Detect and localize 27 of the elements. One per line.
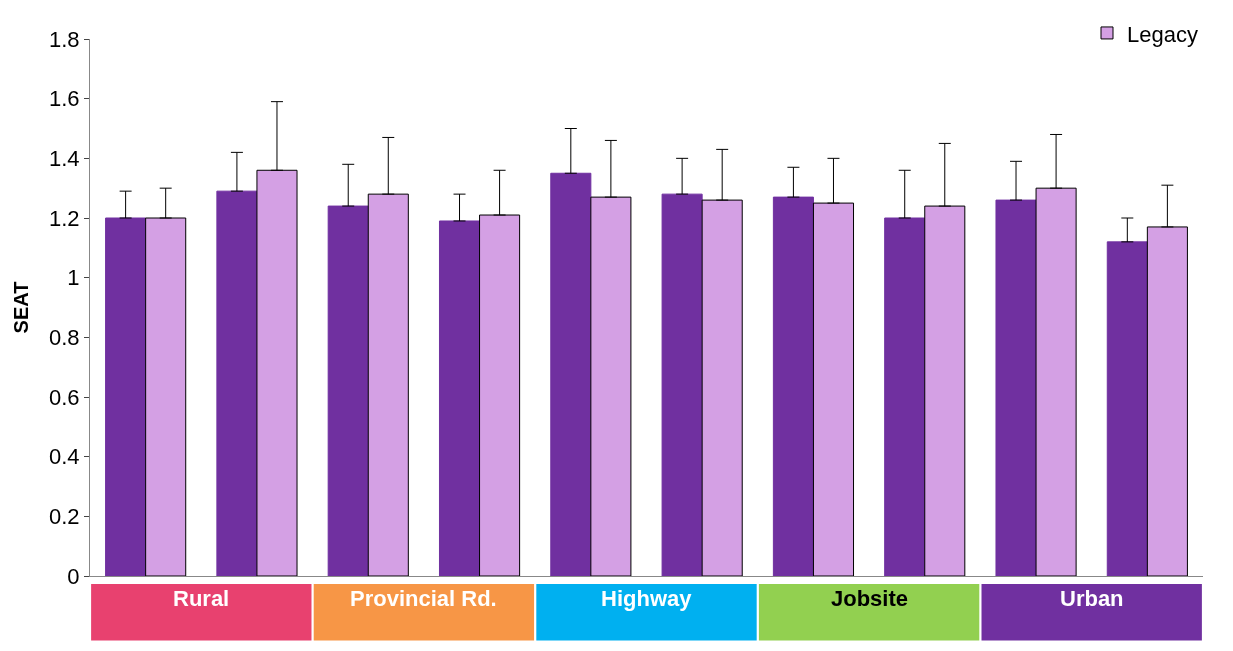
y-tick-label: 0.4 (49, 444, 80, 470)
text: Urban (1060, 586, 1124, 611)
text: Jobsite (831, 586, 909, 611)
y-tick-label: 1 (67, 265, 80, 291)
bar (661, 193, 703, 576)
bar (327, 205, 369, 576)
y-tick-label: 1.4 (49, 146, 80, 172)
bar (105, 217, 147, 576)
legend-label: Legacy (1127, 21, 1198, 47)
y-tick-label: 0 (67, 563, 80, 589)
y-tick-label: 1.6 (49, 86, 80, 112)
bar (438, 220, 481, 576)
bar (216, 190, 258, 576)
y-axis-title: SEAT (9, 281, 32, 334)
y-tick-label: 1.8 (49, 26, 80, 52)
y-tick-label: 1.2 (49, 205, 80, 231)
y-tick-label: 0.8 (49, 325, 80, 351)
text: Rural (173, 586, 230, 611)
bar (1106, 241, 1148, 576)
bar (772, 196, 814, 576)
y-tick-label: 0.2 (49, 504, 80, 530)
text: Provincial Rd. (350, 586, 497, 611)
text: Highway (601, 586, 693, 611)
bar (995, 199, 1037, 576)
y-tick-label: 0.6 (49, 384, 80, 410)
bar (550, 172, 592, 576)
bar (884, 217, 926, 576)
